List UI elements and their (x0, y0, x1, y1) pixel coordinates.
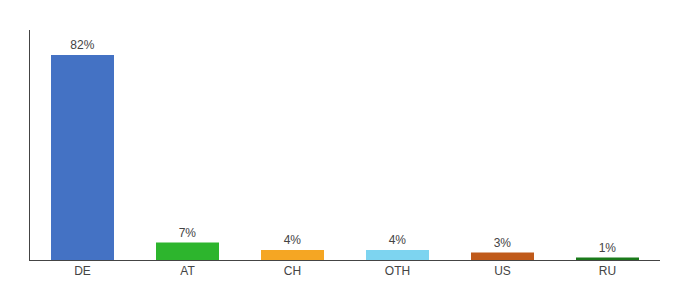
svg-text:AT: AT (180, 264, 195, 278)
svg-text:82%: 82% (70, 38, 94, 52)
svg-text:4%: 4% (389, 233, 407, 247)
svg-text:4%: 4% (284, 233, 302, 247)
svg-text:DE: DE (74, 264, 91, 278)
svg-text:RU: RU (599, 264, 616, 278)
svg-text:CH: CH (284, 264, 301, 278)
svg-text:7%: 7% (179, 226, 197, 240)
svg-text:US: US (494, 264, 511, 278)
svg-text:3%: 3% (494, 236, 512, 250)
svg-text:1%: 1% (599, 241, 617, 255)
svg-text:OTH: OTH (385, 264, 410, 278)
